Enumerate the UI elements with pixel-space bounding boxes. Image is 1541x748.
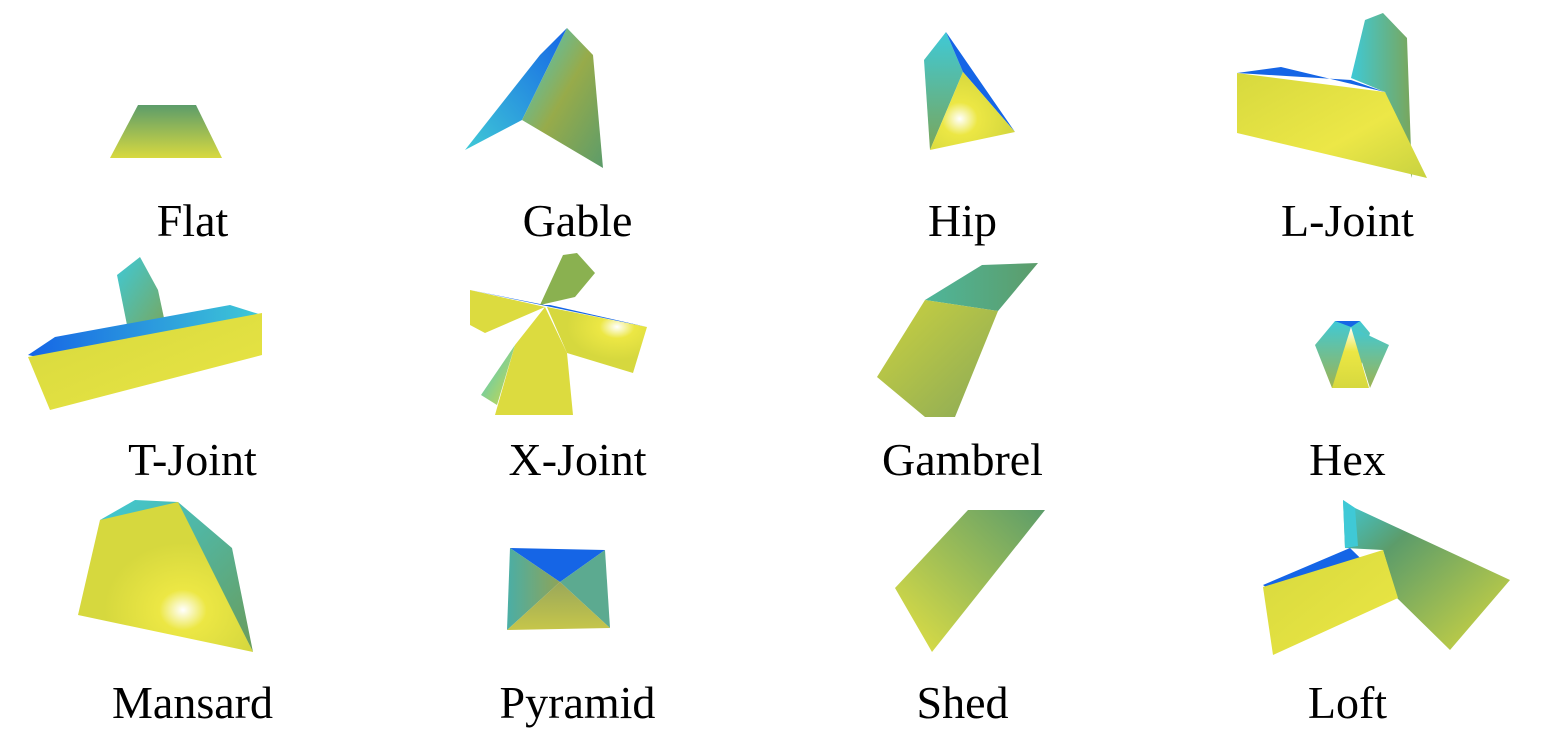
loft-roof-icon (1263, 500, 1510, 655)
gable-roof-icon (465, 28, 603, 168)
roof-cell-flat: Flat (0, 0, 385, 244)
roof-label: Gambrel (882, 434, 1043, 485)
roof-cell-mansard: Mansard (0, 490, 385, 730)
shed-roof-icon (895, 510, 1045, 652)
l-joint-roof-icon (1237, 13, 1427, 178)
roof-label: L-Joint (1281, 195, 1414, 246)
roof-cell-shed: Shed (770, 490, 1155, 730)
pyramid-roof-icon (507, 548, 610, 630)
roof-label: Flat (156, 195, 229, 246)
roof-cell-hex: Hex (1155, 245, 1540, 485)
roof-label: X-Joint (508, 434, 647, 485)
roof-label: Shed (916, 677, 1009, 728)
roof-label: T-Joint (128, 434, 257, 485)
roof-label: Mansard (112, 677, 273, 728)
mansard-roof-icon (78, 500, 253, 652)
roof-cell-gambrel: Gambrel (770, 245, 1155, 485)
x-joint-roof-icon (470, 253, 647, 415)
roof-cell-l-joint: L-Joint (1155, 0, 1540, 244)
roof-cell-x-joint: X-Joint (385, 245, 770, 485)
roof-cell-t-joint: T-Joint (0, 245, 385, 485)
gambrel-roof-icon (877, 263, 1038, 417)
hex-roof-icon (1315, 321, 1389, 388)
roof-label: Loft (1307, 677, 1388, 728)
roof-label: Hex (1309, 434, 1386, 485)
t-joint-roof-icon (28, 257, 262, 410)
roof-label: Pyramid (499, 677, 656, 728)
roof-cell-hip: Hip (770, 0, 1155, 244)
roof-label: Gable (522, 195, 633, 246)
roof-cell-pyramid: Pyramid (385, 490, 770, 730)
roof-label: Hip (928, 195, 997, 246)
roof-cell-gable: Gable (385, 0, 770, 244)
roof-cell-loft: Loft (1155, 490, 1540, 730)
flat-roof-icon (110, 105, 222, 158)
hip-roof-icon (924, 32, 1015, 150)
